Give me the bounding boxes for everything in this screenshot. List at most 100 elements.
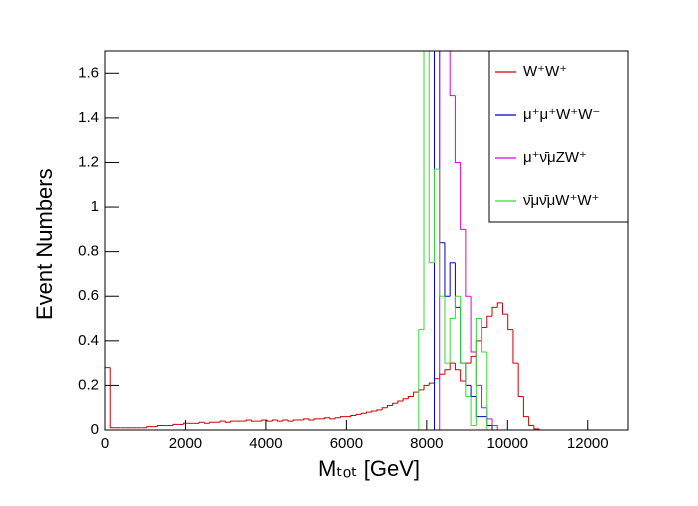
x-tick-label: 0 <box>101 435 109 452</box>
histogram-bin <box>407 396 414 399</box>
histogram-bin <box>491 418 498 427</box>
histogram-bin <box>313 418 320 420</box>
histogram-bin <box>423 384 430 390</box>
histogram-bin <box>460 296 466 364</box>
histogram-bin <box>350 415 357 417</box>
histogram-bin <box>465 229 472 297</box>
histogram-bin <box>507 314 513 331</box>
histogram-bin <box>250 419 257 422</box>
histogram-bin <box>418 329 425 430</box>
histogram-bin <box>449 318 456 364</box>
histogram-bin <box>203 422 210 424</box>
histogram-bin <box>522 396 529 418</box>
histogram-bin <box>460 162 466 230</box>
histogram-bin <box>198 421 205 424</box>
histogram-bin <box>454 95 461 163</box>
histogram-bin <box>209 421 215 424</box>
x-axis-title: Mₜₒₜ [GeV] <box>318 456 420 481</box>
legend-label: μ⁺μ⁺W⁺W⁻ <box>523 106 600 123</box>
y-axis-title: Event Numbers <box>32 168 57 320</box>
histogram-bin <box>470 396 477 427</box>
legend-label: W⁺W⁺ <box>523 63 567 80</box>
y-tick-label: 1.6 <box>78 64 99 81</box>
legend-box <box>488 50 629 223</box>
y-tick-label: 1.2 <box>78 153 99 170</box>
histogram-bin <box>454 295 461 319</box>
histogram-bin <box>512 329 519 364</box>
histogram-bin <box>224 421 231 423</box>
histogram-bin <box>109 367 116 429</box>
histogram-bin <box>397 400 404 404</box>
histogram-bin <box>486 351 493 430</box>
x-tick-label: 2000 <box>169 435 202 452</box>
histogram-bin <box>303 418 309 420</box>
y-tick-label: 0.8 <box>78 243 99 260</box>
histogram-bin <box>329 417 336 420</box>
histogram-bin <box>282 419 289 422</box>
histogram-bin <box>261 419 268 422</box>
histogram-bin <box>501 302 508 315</box>
y-tick-label: 0.6 <box>78 287 99 304</box>
histogram-bin <box>470 296 477 353</box>
legend-label: ν̄μν̄μW⁺W⁺ <box>523 192 599 209</box>
histogram-bin <box>386 404 393 408</box>
x-tick-label: 4000 <box>249 435 282 452</box>
histogram-bin <box>423 51 425 330</box>
histogram-bin <box>517 363 524 398</box>
histogram-bin <box>460 369 466 382</box>
histogram-bin <box>428 51 435 264</box>
histogram-bin <box>454 363 461 371</box>
histogram-bin <box>219 420 226 423</box>
histogram-bin <box>533 425 540 430</box>
histogram-bin <box>146 426 153 428</box>
histogram-bin <box>172 423 179 426</box>
histogram-bin <box>182 422 189 425</box>
histogram-bin <box>371 410 377 413</box>
x-tick-label: 12000 <box>567 435 609 452</box>
y-tick-label: 0 <box>91 421 99 438</box>
histogram-bin <box>475 318 482 426</box>
histogram-bin <box>481 385 487 409</box>
histogram-bin <box>439 169 445 297</box>
plot-area <box>105 51 628 430</box>
histogram-bin <box>428 382 435 386</box>
histogram-bin <box>491 306 498 317</box>
histogram-bin <box>433 168 440 263</box>
x-tick-label: 10000 <box>486 435 528 452</box>
histogram-bin <box>366 411 372 414</box>
histogram-bin <box>528 416 534 427</box>
histogram-bin <box>360 412 367 415</box>
histogram-bin <box>230 420 236 423</box>
histogram-bin <box>355 413 362 416</box>
histogram-bin <box>292 419 299 422</box>
histogram-bin <box>449 51 456 97</box>
histogram-bin <box>444 369 451 375</box>
histogram-bin <box>491 425 498 430</box>
histogram-bin <box>444 296 451 364</box>
y-tick-label: 0.2 <box>78 376 99 393</box>
y-tick-label: 1 <box>91 198 99 215</box>
histogram-bin <box>339 416 346 418</box>
histogram-bin <box>105 367 111 430</box>
histogram-bin <box>308 418 315 421</box>
histogram-bin <box>381 407 388 410</box>
histogram-bin <box>465 363 472 398</box>
histogram-bin <box>496 302 503 308</box>
histogram-bin <box>486 315 493 328</box>
legend-label: μ⁺ν̄μZW⁺ <box>523 149 587 166</box>
histogram-bin <box>449 262 456 297</box>
histogram-bin <box>470 355 477 364</box>
histogram-bin <box>481 318 487 353</box>
histogram-bin <box>538 428 545 430</box>
histogram-bin <box>156 425 163 427</box>
frame <box>104 50 629 431</box>
y-tick-label: 1.4 <box>78 109 99 126</box>
histogram-bin <box>413 391 419 397</box>
x-tick-label: 8000 <box>410 435 443 452</box>
histogram-bin <box>402 398 409 402</box>
histogram-bin <box>334 417 341 419</box>
y-tick-label: 0.4 <box>78 332 99 349</box>
histogram-bin <box>277 419 283 422</box>
histogram-bin <box>266 419 273 422</box>
